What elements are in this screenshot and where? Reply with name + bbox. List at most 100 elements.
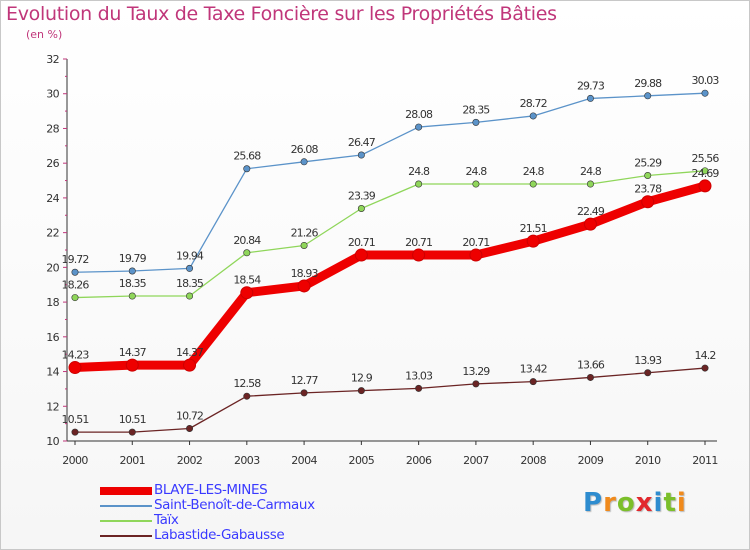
chart-subtitle: (en %) bbox=[26, 28, 63, 41]
data-label: 23.78 bbox=[634, 183, 662, 196]
data-point bbox=[240, 286, 254, 300]
data-point bbox=[71, 294, 79, 302]
series-line bbox=[74, 170, 706, 299]
legend-label: Labastide-Gabausse bbox=[154, 527, 285, 543]
data-point bbox=[243, 392, 251, 400]
x-tick-label: 2010 bbox=[635, 454, 661, 467]
data-point bbox=[472, 118, 480, 126]
data-label: 13.93 bbox=[634, 354, 662, 367]
data-label: 12.58 bbox=[233, 377, 261, 390]
series-saint-beno-t-de-carmaux bbox=[71, 89, 709, 276]
proxiti-logo: Proxiti bbox=[583, 488, 687, 518]
data-label: 22.49 bbox=[577, 205, 605, 218]
data-label: 29.88 bbox=[634, 77, 662, 90]
legend-swatch bbox=[100, 487, 152, 495]
data-point bbox=[183, 358, 197, 372]
data-label: 19.72 bbox=[62, 253, 89, 266]
x-tick-label: 2011 bbox=[692, 454, 718, 467]
y-tick-label: 30 bbox=[46, 88, 59, 101]
data-point bbox=[415, 180, 423, 188]
data-label: 18.93 bbox=[291, 267, 319, 280]
legend-label: BLAYE-LES-MINES bbox=[154, 482, 268, 498]
data-labels-layer: 19.72 19.79 19.94 25.68 26.08 26.47 28.08 28.35… bbox=[62, 74, 721, 426]
axes: 10 12 14 16 18 20 22 24 26 28 30 32 2000 2001 2002 2003… bbox=[46, 53, 718, 467]
data-point bbox=[186, 264, 194, 272]
data-point bbox=[698, 179, 712, 193]
data-label: 12.9 bbox=[351, 372, 373, 385]
y-tick-label: 20 bbox=[46, 261, 59, 274]
y-tick-label: 22 bbox=[46, 227, 59, 240]
y-tick-label: 24 bbox=[46, 192, 59, 205]
data-point bbox=[128, 267, 136, 275]
data-point bbox=[243, 165, 251, 173]
data-label: 25.56 bbox=[692, 152, 720, 165]
y-tick-label: 26 bbox=[46, 157, 59, 170]
data-label: 20.71 bbox=[405, 236, 432, 249]
data-label: 18.26 bbox=[62, 279, 90, 292]
x-tick-label: 2003 bbox=[234, 454, 260, 467]
y-tick-label: 12 bbox=[46, 400, 59, 413]
x-tick-label: 2001 bbox=[119, 454, 145, 467]
data-point bbox=[412, 248, 426, 262]
data-label: 10.72 bbox=[176, 409, 203, 422]
data-point bbox=[357, 151, 365, 159]
data-point bbox=[71, 268, 79, 276]
data-label: 24.69 bbox=[692, 167, 720, 180]
x-tick-label: 2007 bbox=[463, 454, 489, 467]
x-tick-label: 2002 bbox=[177, 454, 203, 467]
series-blaye-les-mines bbox=[68, 179, 712, 375]
data-point bbox=[701, 89, 709, 97]
legend-label: Taïx bbox=[154, 512, 179, 528]
data-point bbox=[529, 180, 537, 188]
chart-title: Evolution du Taux de Taxe Foncière sur l… bbox=[6, 3, 557, 25]
x-tick-label: 2004 bbox=[291, 454, 317, 467]
data-point bbox=[68, 361, 82, 375]
data-label: 24.8 bbox=[523, 165, 545, 178]
data-point bbox=[128, 292, 136, 300]
data-point bbox=[300, 241, 308, 249]
data-label: 13.29 bbox=[462, 365, 490, 378]
legend-swatch bbox=[100, 520, 152, 522]
y-tick-label: 14 bbox=[46, 366, 59, 379]
data-label: 13.66 bbox=[577, 358, 605, 371]
data-label: 30.03 bbox=[692, 74, 720, 87]
data-label: 18.54 bbox=[233, 274, 261, 287]
data-point bbox=[354, 248, 368, 262]
data-point bbox=[526, 234, 540, 248]
legend-swatch bbox=[100, 535, 152, 537]
data-label: 13.42 bbox=[520, 363, 547, 376]
data-label: 28.08 bbox=[405, 108, 433, 121]
data-label: 19.94 bbox=[176, 249, 204, 262]
data-label: 13.03 bbox=[405, 369, 433, 382]
data-point bbox=[644, 92, 652, 100]
data-point bbox=[701, 167, 709, 175]
x-tick-label: 2008 bbox=[520, 454, 546, 467]
y-tick-label: 18 bbox=[46, 296, 59, 309]
y-tick-label: 28 bbox=[46, 122, 59, 135]
data-label: 26.08 bbox=[291, 143, 319, 156]
data-label: 10.51 bbox=[119, 413, 146, 426]
data-label: 23.39 bbox=[348, 190, 376, 203]
x-tick-label: 2006 bbox=[406, 454, 432, 467]
data-point bbox=[586, 373, 594, 381]
data-point bbox=[186, 424, 194, 432]
data-label: 18.35 bbox=[176, 277, 204, 290]
data-label: 28.72 bbox=[520, 97, 547, 110]
series-layer bbox=[68, 89, 712, 436]
data-point bbox=[357, 387, 365, 395]
data-label: 10.51 bbox=[62, 413, 89, 426]
data-label: 14.37 bbox=[176, 346, 204, 359]
data-point bbox=[300, 389, 308, 397]
data-point bbox=[415, 123, 423, 131]
data-point bbox=[186, 292, 194, 300]
series-ta-x bbox=[71, 167, 709, 302]
data-label: 24.8 bbox=[408, 165, 430, 178]
data-point bbox=[529, 378, 537, 386]
data-point bbox=[71, 428, 79, 436]
data-label: 24.8 bbox=[465, 165, 487, 178]
data-point bbox=[415, 384, 423, 392]
data-point bbox=[583, 217, 597, 231]
data-label: 20.71 bbox=[348, 236, 375, 249]
